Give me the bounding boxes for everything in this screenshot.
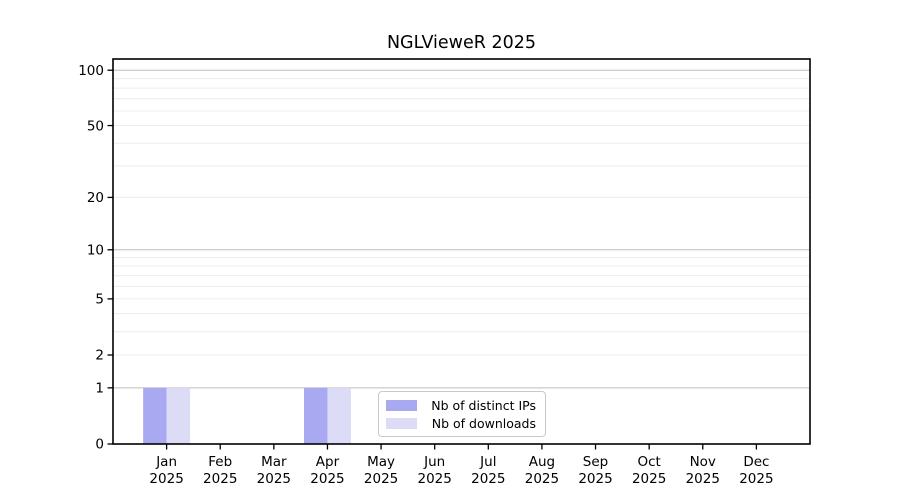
y-tick-label: 100 <box>78 63 104 79</box>
x-tick-label-year: 2025 <box>203 471 237 487</box>
x-tick-label-month: Oct <box>637 454 660 470</box>
x-tick-label-year: 2025 <box>310 471 344 487</box>
legend-label-distinct-ips: Nb of distinct IPs <box>431 397 536 413</box>
x-tick-label-month: May <box>367 454 395 470</box>
x-tick-label-year: 2025 <box>632 471 666 487</box>
legend-item-distinct-ips: Nb of distinct IPs <box>386 398 536 413</box>
x-tick-label-year: 2025 <box>364 471 398 487</box>
legend: Nb of distinct IPs Nb of downloads <box>378 391 546 437</box>
x-tick-label-month: Nov <box>690 454 716 470</box>
y-tick-label: 5 <box>95 292 104 308</box>
downloads-swatch-icon <box>386 417 417 429</box>
x-tick-label-month: Aug <box>529 454 555 470</box>
y-tick-label: 10 <box>87 242 104 258</box>
x-tick-label-month: Jan <box>155 454 177 470</box>
y-tick-label: 20 <box>87 190 104 206</box>
x-tick-label-year: 2025 <box>471 471 505 487</box>
x-tick-label-year: 2025 <box>739 471 773 487</box>
x-tick-label-year: 2025 <box>578 471 612 487</box>
x-tick-label-month: Dec <box>743 454 769 470</box>
x-tick-label-month: Jul <box>479 454 496 470</box>
y-tick-label: 1 <box>95 381 104 397</box>
legend-item-downloads: Nb of downloads <box>386 416 536 431</box>
bar-downloads <box>327 387 351 444</box>
bar-downloads <box>166 387 191 444</box>
y-tick-label: 2 <box>95 348 104 364</box>
y-tick-label: 50 <box>87 118 104 134</box>
axes-frame <box>112 58 811 445</box>
x-tick-label-month: Mar <box>261 454 287 470</box>
x-tick-label-month: Apr <box>316 454 340 470</box>
x-tick-label-year: 2025 <box>686 471 720 487</box>
x-tick-label-month: Feb <box>208 454 232 470</box>
x-tick-label-year: 2025 <box>149 471 183 487</box>
x-tick-label-month: Jun <box>423 454 445 470</box>
x-tick-label-year: 2025 <box>418 471 452 487</box>
bar-distinct-ips <box>304 387 328 444</box>
bar-distinct-ips <box>143 387 167 444</box>
x-tick-label-year: 2025 <box>525 471 559 487</box>
x-tick-label-year: 2025 <box>257 471 291 487</box>
chart-title: NGLVieweR 2025 <box>386 33 537 53</box>
legend-label-downloads: Nb of downloads <box>431 415 536 431</box>
y-tick-label: 0 <box>95 437 104 453</box>
distinct-ips-swatch-icon <box>386 399 417 411</box>
x-tick-label-month: Sep <box>583 454 608 470</box>
